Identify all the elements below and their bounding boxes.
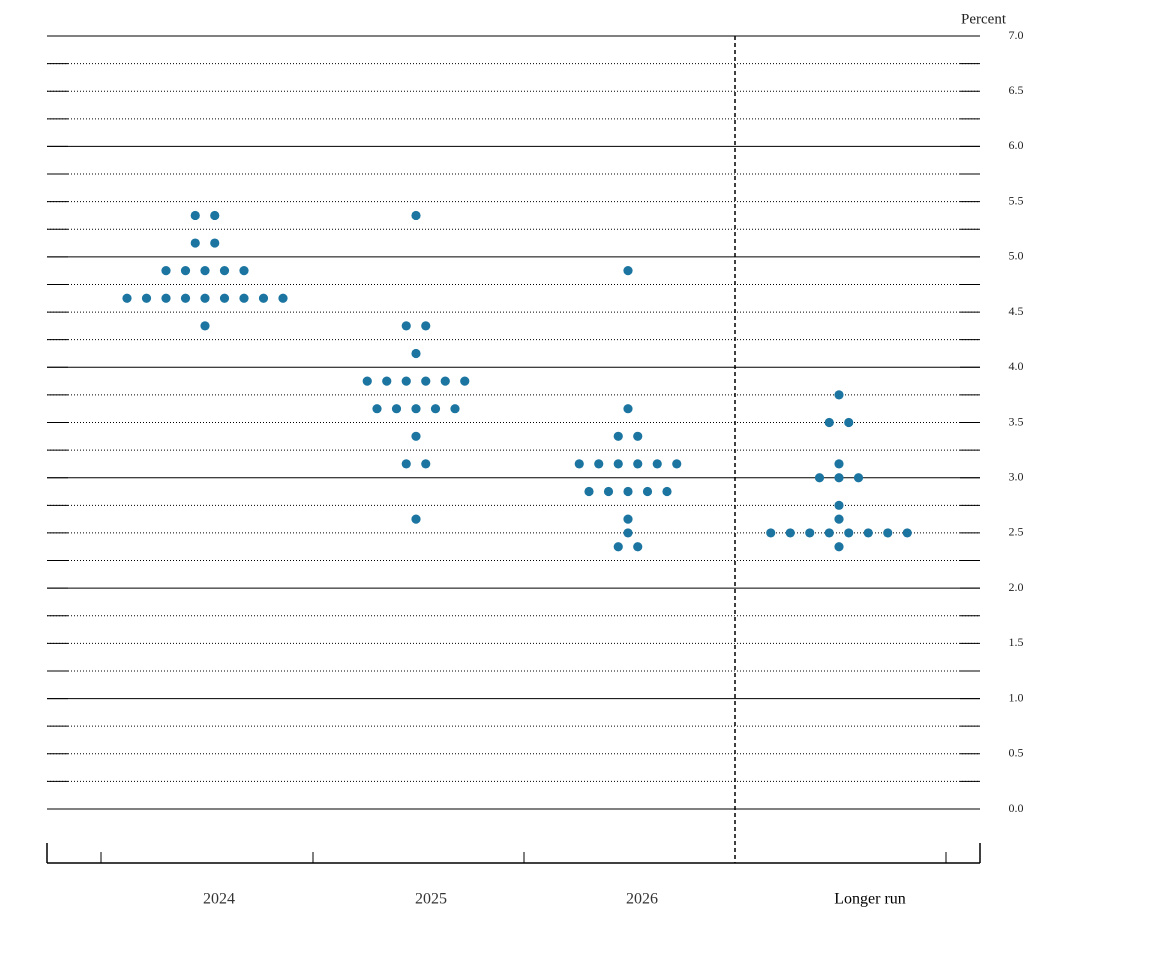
x-tick-label: 2025 (415, 891, 447, 908)
y-tick-label: 5.0 (1009, 249, 1024, 263)
dot (834, 542, 844, 552)
dot (603, 486, 614, 497)
x-tick-label: Longer run (834, 891, 906, 908)
dot (219, 293, 230, 303)
dot (200, 293, 210, 303)
dot (824, 528, 834, 538)
y-tick-label: 1.5 (1009, 635, 1024, 649)
dot (814, 473, 825, 483)
dot (824, 417, 834, 428)
dot (219, 266, 230, 276)
dot (834, 500, 844, 510)
dot (161, 266, 171, 276)
dot (623, 404, 633, 414)
dot (844, 417, 854, 428)
dot (411, 431, 421, 441)
dot (633, 542, 643, 552)
dot (362, 376, 372, 386)
dot (623, 528, 633, 538)
dot (411, 348, 421, 359)
dot (180, 266, 191, 276)
x-tick-label: 2026 (626, 891, 658, 908)
dot (883, 528, 893, 538)
dot (122, 293, 132, 303)
dot (450, 404, 460, 414)
dot (834, 390, 844, 400)
dot (834, 473, 844, 483)
dot (401, 321, 411, 331)
dot (844, 528, 854, 538)
dot (372, 404, 382, 414)
y-tick-label: 2.5 (1009, 525, 1024, 539)
dot (863, 528, 873, 538)
dot (662, 486, 672, 497)
dot (613, 542, 623, 552)
dot (411, 404, 421, 414)
dot (633, 431, 643, 441)
dot (594, 459, 604, 469)
dot (401, 459, 411, 469)
dot (239, 293, 249, 303)
dot (805, 528, 815, 538)
dot (642, 486, 653, 497)
dot (584, 486, 594, 497)
dot (623, 266, 633, 276)
dot (623, 514, 633, 524)
dot (190, 210, 200, 221)
dot (391, 404, 402, 414)
y-tick-label: 4.0 (1009, 359, 1024, 373)
dot (652, 459, 662, 469)
dot (278, 293, 288, 303)
y-tick-label: 0.0 (1009, 801, 1024, 815)
dot (401, 376, 411, 386)
y-tick-label: 2.0 (1009, 580, 1024, 594)
dot (574, 459, 584, 469)
dot (210, 210, 220, 221)
y-tick-label: 7.0 (1009, 28, 1024, 42)
dot (766, 528, 776, 538)
dot (411, 514, 421, 524)
y-tick-label: 0.5 (1009, 746, 1024, 760)
dot (853, 473, 864, 483)
dot (382, 376, 392, 386)
dot (672, 459, 682, 469)
dot (623, 486, 633, 497)
dot (613, 459, 623, 469)
dot (834, 514, 844, 524)
y-tick-label: 6.5 (1009, 83, 1024, 97)
dot (902, 528, 912, 538)
dot (421, 376, 431, 386)
y-tick-label: 1.0 (1009, 690, 1024, 704)
y-tick-label: 4.5 (1009, 304, 1024, 318)
dot (200, 266, 210, 276)
dot (785, 528, 795, 538)
dot (239, 266, 249, 276)
dot (440, 376, 450, 386)
dot (258, 293, 269, 303)
dot (430, 404, 441, 414)
y-tick-label: 5.5 (1009, 193, 1024, 207)
dot (633, 459, 643, 469)
dot (460, 376, 470, 386)
dot (141, 293, 152, 303)
dot (834, 459, 844, 469)
x-tick-label: 2024 (203, 891, 235, 908)
dot (161, 293, 171, 303)
dot (421, 321, 431, 331)
y-axis-label: Percent (961, 11, 1007, 27)
dot (190, 238, 200, 248)
dot (180, 293, 191, 303)
dot (411, 210, 421, 221)
dot (421, 459, 431, 469)
y-tick-label: 3.0 (1009, 469, 1024, 483)
y-tick-label: 6.0 (1009, 138, 1024, 152)
dot (200, 321, 210, 331)
y-tick-label: 3.5 (1009, 414, 1024, 428)
dot (613, 431, 623, 441)
dot (210, 238, 220, 248)
